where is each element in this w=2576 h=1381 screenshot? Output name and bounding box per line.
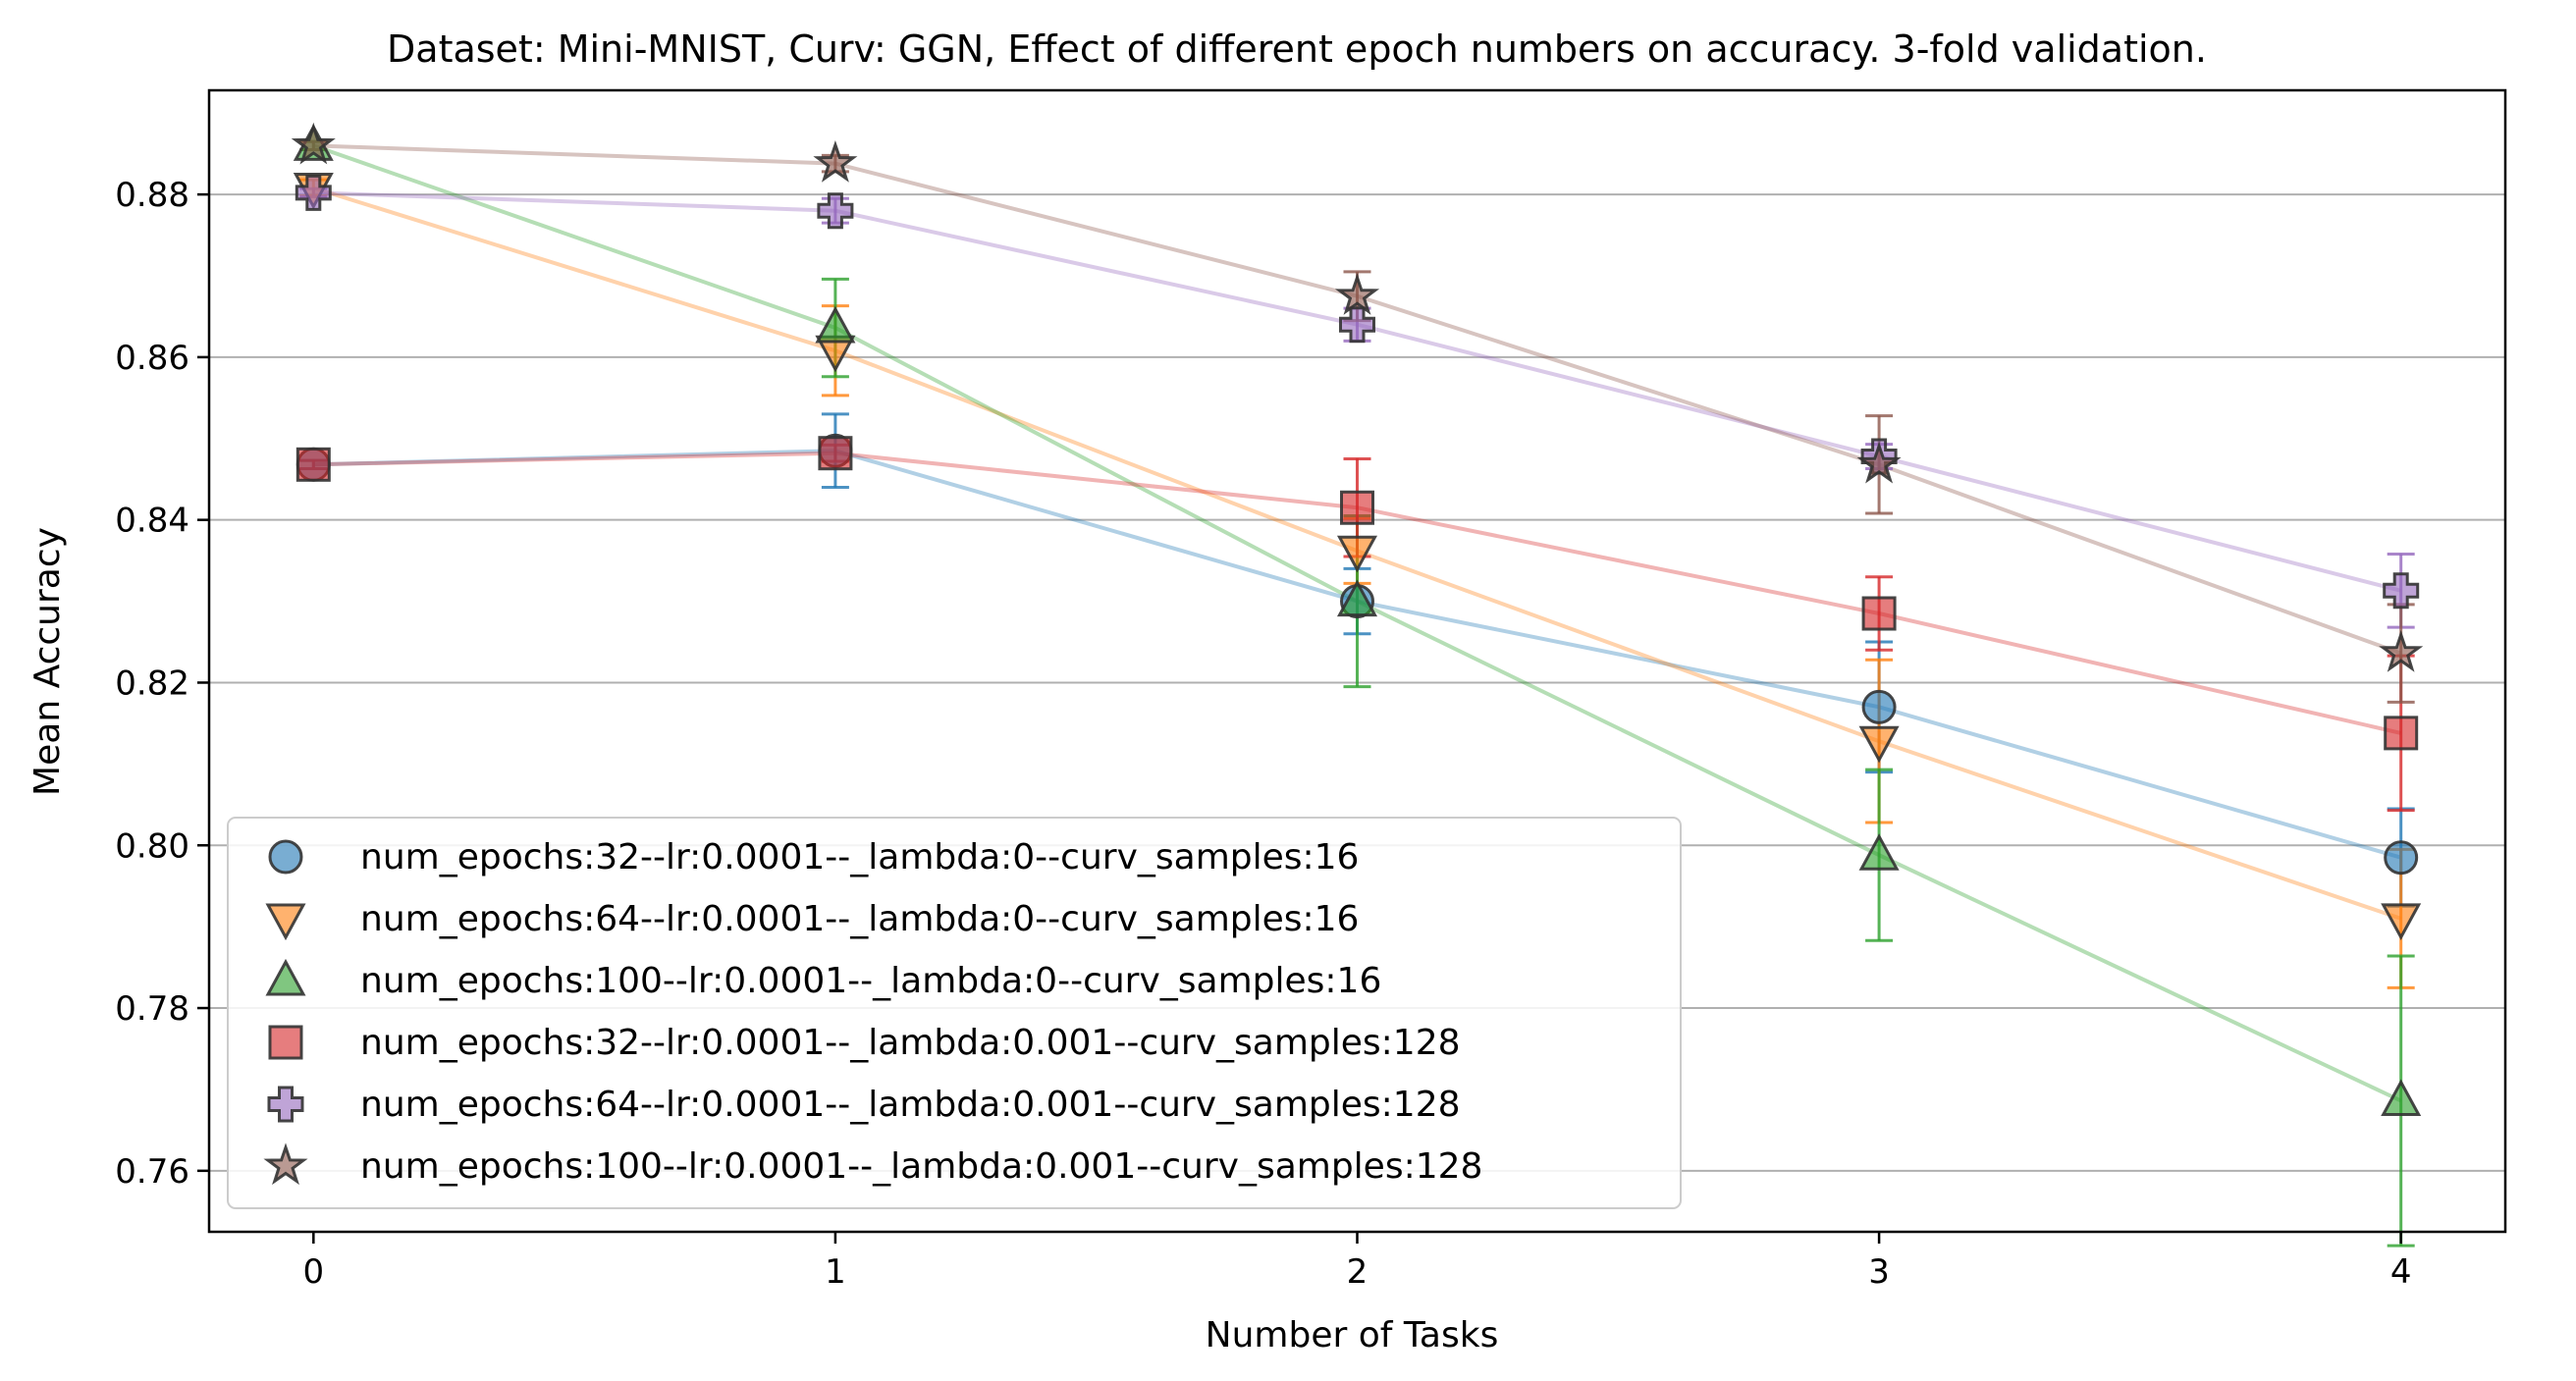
data-point-s2-x1	[815, 305, 856, 344]
y-tick-label: 0.88	[115, 176, 189, 215]
data-point-s3-x0	[295, 447, 331, 482]
x-tick-label: 4	[2390, 1252, 2412, 1292]
data-point-s3-x3	[1861, 596, 1897, 631]
legend-label: num_epochs:32--lr:0.0001--_lambda:0--cur…	[360, 837, 1359, 877]
legend: num_epochs:32--lr:0.0001--_lambda:0--cur…	[227, 817, 1682, 1209]
legend-marker	[268, 1025, 303, 1060]
data-point-s2-x4	[2381, 1079, 2422, 1116]
data-point-s4-x1	[817, 192, 854, 230]
legend-marker	[267, 1086, 304, 1123]
y-tick-label: 0.84	[115, 502, 189, 541]
data-point-s4-x0	[295, 174, 332, 211]
y-axis: 0.76 0.78 0.80 0.82 0.84 0.86 0.88	[115, 176, 209, 1192]
data-point-s3-x1	[818, 436, 853, 471]
data-point-s1-x3	[1858, 725, 1900, 764]
data-point-s1-x2	[1336, 535, 1378, 573]
x-tick-label: 3	[1868, 1252, 1890, 1292]
legend-label: num_epochs:100--lr:0.0001--_lambda:0.001…	[360, 1146, 1482, 1187]
data-point-s2-x3	[1858, 833, 1900, 871]
legend-entry: num_epochs:64--lr:0.0001--_lambda:0.001-…	[267, 1085, 1461, 1125]
legend-entry: num_epochs:32--lr:0.0001--_lambda:0--cur…	[268, 837, 1359, 877]
legend-entry: num_epochs:100--lr:0.0001--_lambda:0--cu…	[265, 958, 1381, 1001]
y-tick-label: 0.80	[115, 826, 189, 866]
data-point-s3-x2	[1340, 490, 1374, 525]
y-tick-label: 0.78	[115, 989, 189, 1029]
legend-label: num_epochs:64--lr:0.0001--_lambda:0--cur…	[360, 899, 1359, 939]
data-point-s0-x4	[2384, 840, 2419, 876]
data-point-s5-x0	[291, 122, 336, 165]
x-axis: 0 1 2 3 4	[302, 1232, 2412, 1292]
x-tick-label: 0	[302, 1252, 324, 1292]
data-point-s5-x4	[2379, 629, 2424, 672]
legend-marker	[265, 903, 306, 941]
data-point-s3-x4	[2384, 716, 2419, 751]
legend-label: num_epochs:100--lr:0.0001--_lambda:0--cu…	[360, 961, 1381, 1001]
y-tick-label: 0.86	[115, 339, 189, 378]
legend-entry: num_epochs:64--lr:0.0001--_lambda:0--cur…	[265, 899, 1359, 941]
legend-entry: num_epochs:100--lr:0.0001--_lambda:0.001…	[263, 1142, 1482, 1187]
data-points	[291, 122, 2424, 1116]
legend-entry: num_epochs:32--lr:0.0001--_lambda:0.001-…	[268, 1023, 1461, 1063]
y-tick-label: 0.82	[115, 664, 189, 703]
data-point-s5-x3	[1856, 441, 1902, 484]
legend-marker	[265, 958, 306, 996]
x-tick-label: 2	[1347, 1252, 1368, 1292]
data-point-s4-x4	[2383, 572, 2420, 610]
legend-box	[227, 817, 1682, 1209]
legend-label: num_epochs:64--lr:0.0001--_lambda:0.001-…	[360, 1085, 1461, 1125]
data-point-s0-x3	[1861, 689, 1897, 724]
data-point-s4-x2	[1339, 306, 1375, 344]
legend-label: num_epochs:32--lr:0.0001--_lambda:0.001-…	[360, 1023, 1461, 1063]
chart-title: Dataset: Mini-MNIST, Curv: GGN, Effect o…	[387, 27, 2207, 71]
legend-marker	[268, 839, 303, 875]
y-axis-label: Mean Accuracy	[27, 527, 68, 796]
x-axis-label: Number of Tasks	[1206, 1315, 1499, 1355]
x-tick-label: 1	[825, 1252, 846, 1292]
data-point-s5-x1	[813, 139, 858, 183]
data-point-s5-x2	[1334, 273, 1380, 315]
y-tick-label: 0.76	[115, 1152, 189, 1192]
legend-marker	[263, 1142, 308, 1186]
data-point-s1-x4	[2381, 903, 2422, 941]
data-point-s2-x2	[1336, 579, 1378, 617]
